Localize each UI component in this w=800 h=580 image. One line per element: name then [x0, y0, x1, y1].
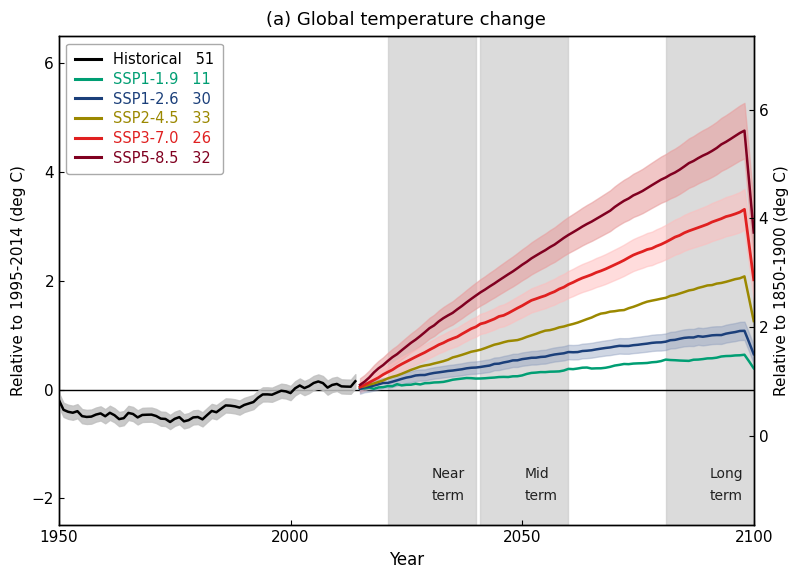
Bar [666, 36, 754, 525]
Text: term: term [710, 488, 742, 503]
Y-axis label: Relative to 1850-1900 (deg C): Relative to 1850-1900 (deg C) [774, 165, 789, 396]
Text: Mid: Mid [525, 467, 549, 481]
Text: term: term [432, 488, 465, 503]
Text: Near: Near [432, 467, 465, 481]
X-axis label: Year: Year [389, 551, 424, 569]
Bar [388, 36, 476, 525]
Text: Long: Long [710, 467, 743, 481]
Text: term: term [525, 488, 558, 503]
Title: (a) Global temperature change: (a) Global temperature change [266, 11, 546, 29]
Legend: Historical   51, SSP1-1.9   11, SSP1-2.6   30, SSP2-4.5   33, SSP3-7.0   26, SSP: Historical 51, SSP1-1.9 11, SSP1-2.6 30,… [66, 44, 222, 175]
Y-axis label: Relative to 1995-2014 (deg C): Relative to 1995-2014 (deg C) [11, 165, 26, 396]
Bar [481, 36, 569, 525]
